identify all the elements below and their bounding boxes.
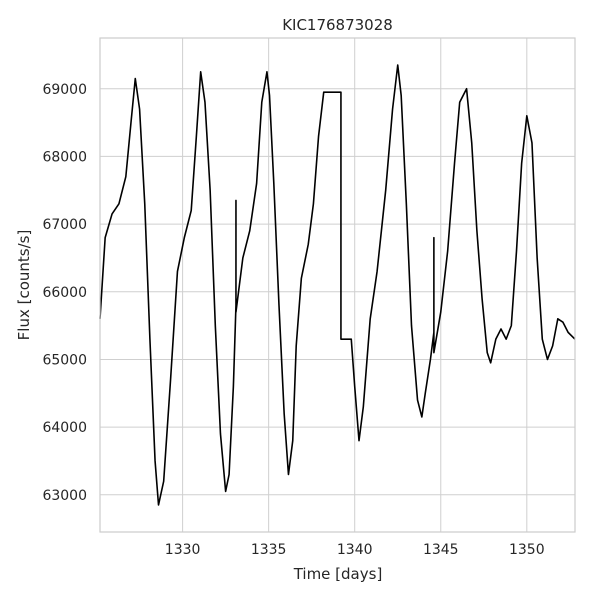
y-tick-labels: 63000 64000 65000 66000 67000 68000 69000: [42, 82, 87, 504]
y-gridlines: [100, 88, 575, 496]
x-tick-labels: 1330 1335 1340 1345 1350: [165, 542, 545, 558]
chart-title: KIC176873028: [282, 16, 393, 34]
y-tick-label: 69000: [42, 82, 87, 98]
x-axis-title: Time [days]: [293, 565, 383, 583]
y-tick-label: 63000: [42, 488, 87, 504]
x-tick-label: 1330: [165, 542, 201, 558]
flux-series-line: [99, 64, 576, 506]
x-tick-label: 1340: [337, 542, 373, 558]
y-tick-label: 65000: [42, 352, 87, 368]
plot-frame: [99, 37, 576, 533]
y-axis-title: Flux [counts/s]: [15, 230, 33, 341]
x-tick-label: 1350: [509, 542, 545, 558]
x-gridlines: [182, 38, 528, 532]
y-tick-label: 67000: [42, 217, 87, 233]
x-tick-label: 1345: [423, 542, 459, 558]
y-tick-label: 64000: [42, 420, 87, 436]
y-tick-label: 66000: [42, 285, 87, 301]
y-tick-label: 68000: [42, 149, 87, 165]
x-tick-label: 1335: [251, 542, 287, 558]
